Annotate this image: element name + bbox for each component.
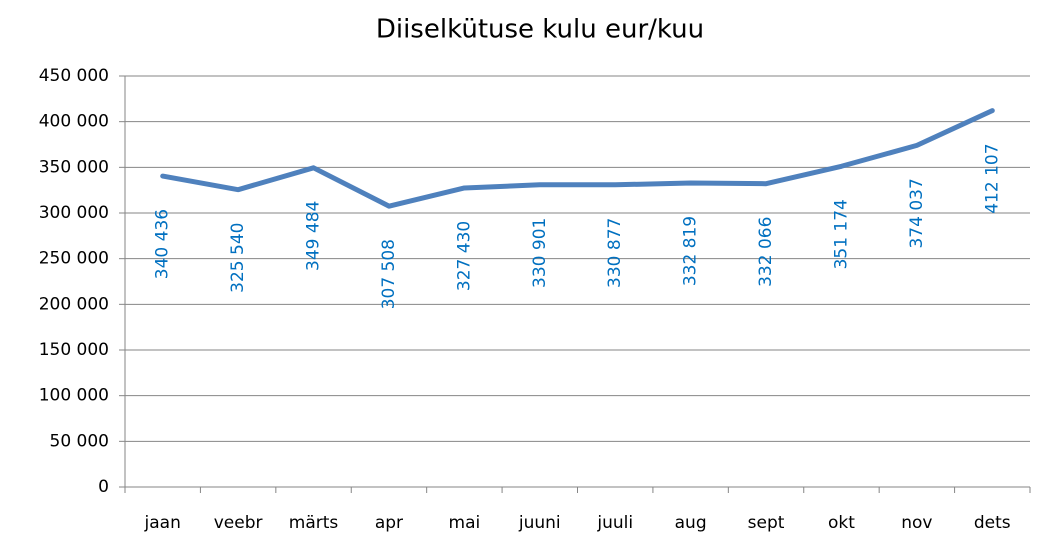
line-series [160,108,995,209]
data-label: 340 436 [153,209,173,279]
data-label: 330 877 [605,218,625,288]
x-tick-label: apr [375,513,403,533]
x-tick-label: märts [289,513,339,533]
y-tick-label: 350 000 [39,157,109,177]
x-tick-label: dets [974,513,1011,533]
data-label: 325 540 [228,223,248,293]
y-tick-label: 400 000 [39,112,109,132]
y-tick-label: 150 000 [39,340,109,360]
data-label: 351 174 [831,199,851,269]
x-tick-label: sept [748,513,785,533]
data-label: 374 037 [907,178,927,248]
x-tick-label: juuli [596,513,633,533]
y-tick-label: 250 000 [39,249,109,269]
y-tick-label: 450 000 [39,66,109,86]
data-label: 349 484 [304,201,324,271]
x-tick-label: jaan [144,513,181,533]
data-label: 330 901 [530,218,550,288]
data-label: 332 819 [681,216,701,286]
y-tick-label: 100 000 [39,386,109,406]
y-tick-label: 50 000 [50,431,109,451]
data-label: 327 430 [454,221,474,291]
x-tick-label: nov [901,513,932,533]
y-tick-label: 300 000 [39,203,109,223]
x-tick-label: aug [675,513,707,533]
x-tick-label: juuni [518,513,561,533]
chart-title: Diiselkütuse kulu eur/kuu [376,15,704,45]
y-tick-label: 0 [98,477,109,497]
data-label: 412 107 [982,143,1002,213]
data-label: 332 066 [756,217,776,287]
data-label: 307 508 [379,239,399,309]
x-tick-label: mai [449,513,481,533]
x-tick-label: okt [828,513,855,533]
x-tick-label: veebr [214,513,263,533]
y-tick-label: 200 000 [39,294,109,314]
